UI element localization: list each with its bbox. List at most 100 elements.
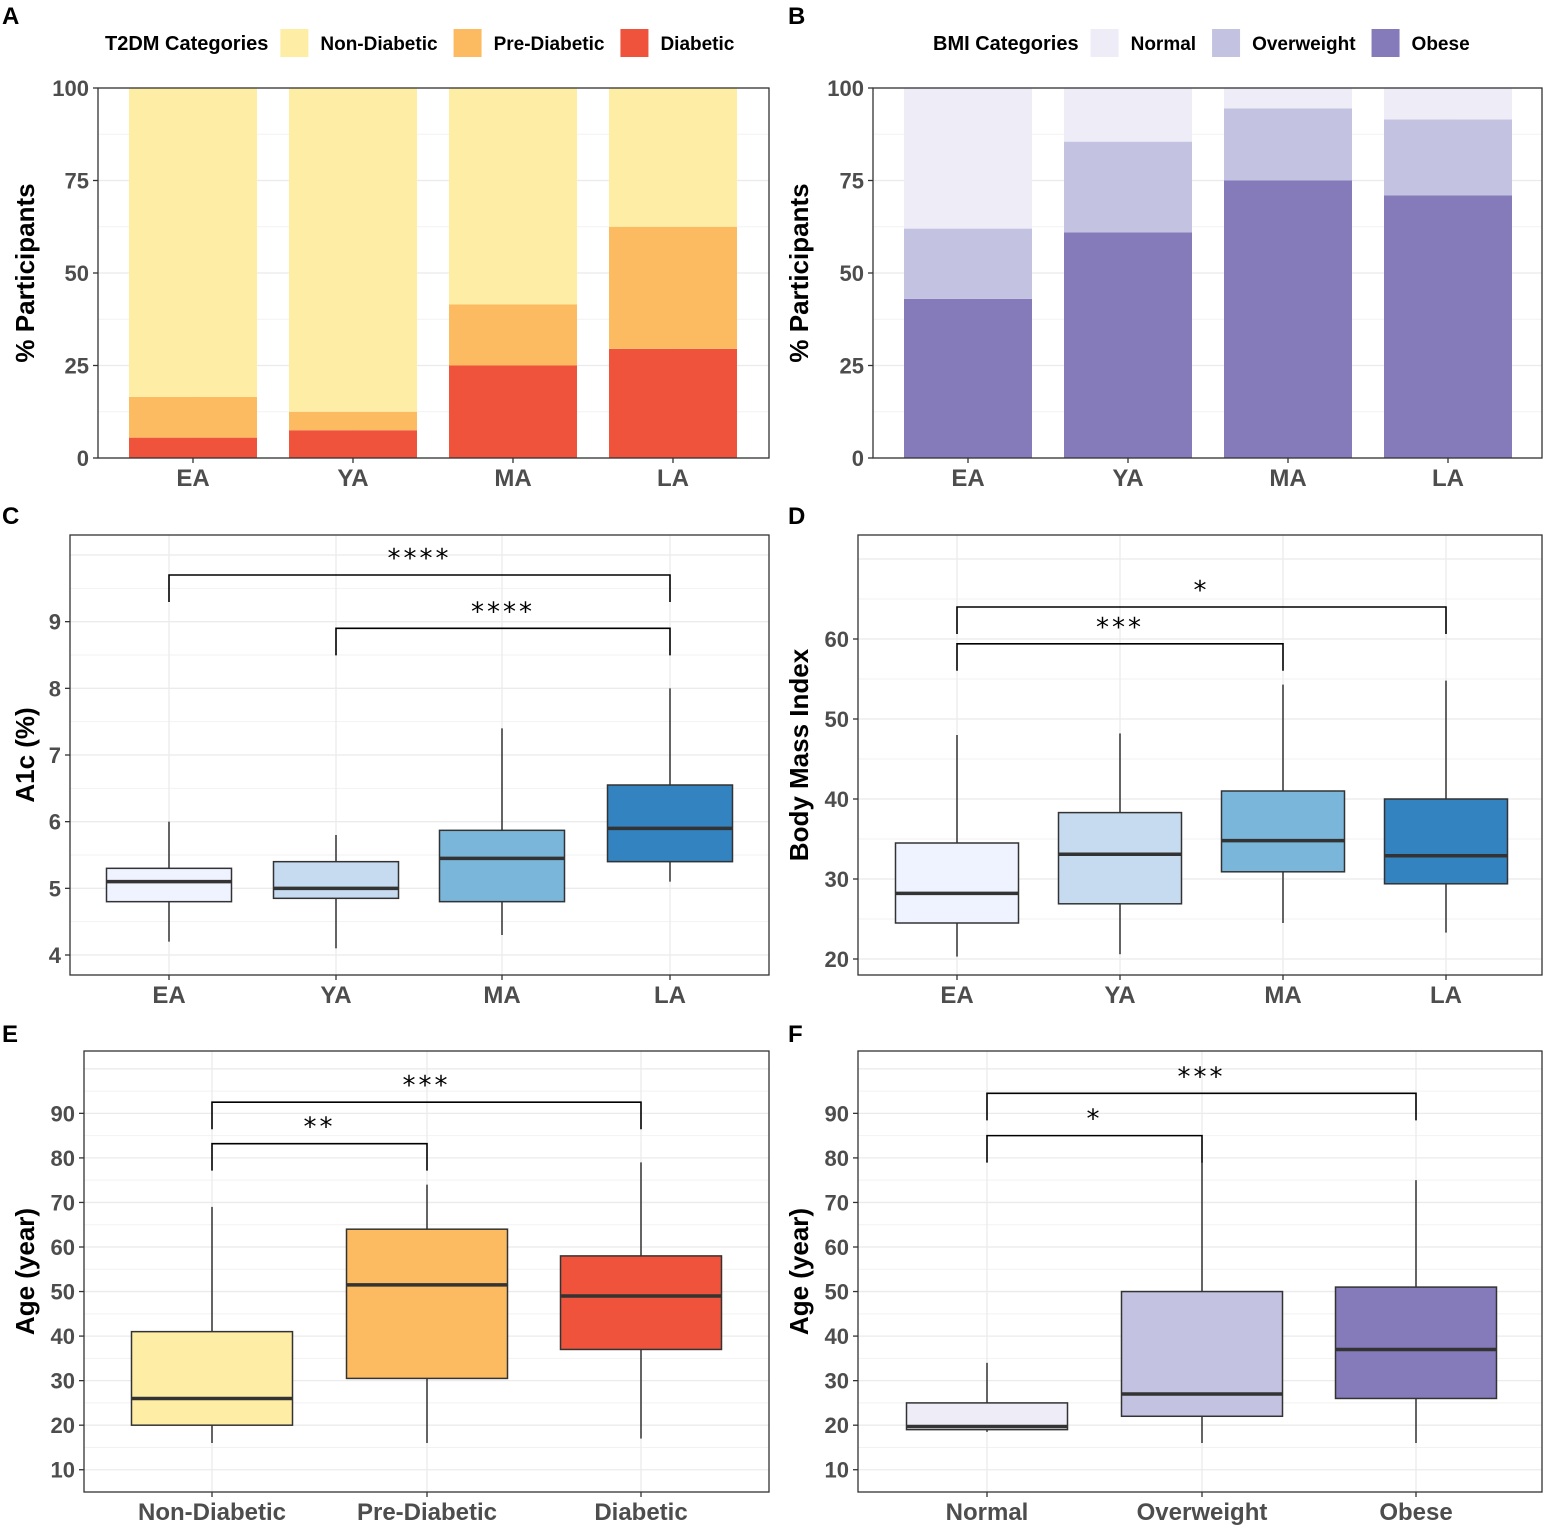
- legend-label-obese: Obese: [1412, 34, 1470, 55]
- box-obese: [1334, 1286, 1498, 1400]
- bar-ya-diabetic: [289, 430, 417, 458]
- significance-label: *: [1087, 1105, 1103, 1135]
- y-tick-label-100: 100: [827, 76, 864, 101]
- box-non-diabetic: [130, 1330, 294, 1426]
- legend-key-overweight: [1212, 29, 1241, 57]
- bar-ea-pre-diabetic: [129, 396, 257, 438]
- bar-ya-normal: [1064, 88, 1192, 142]
- box-ya: [272, 860, 400, 900]
- y-axis-title: Age (year): [784, 1208, 814, 1335]
- significance-bracket-ea-la: [956, 606, 1447, 634]
- significance-bracket-non-diabetic-diabetic: [211, 1101, 642, 1130]
- y-tick-label-20: 20: [51, 1413, 75, 1438]
- y-tick-label-60: 60: [825, 627, 849, 652]
- y-tick-label-20: 20: [825, 947, 849, 972]
- y-tick-label-50: 50: [825, 1280, 849, 1305]
- y-tick-label-50: 50: [825, 707, 849, 732]
- significance-bracket-normal-overweight: [986, 1134, 1203, 1163]
- plot-border: [857, 534, 1543, 976]
- y-tick-label-10: 10: [825, 1458, 849, 1483]
- y-tick-label-50: 50: [51, 1280, 75, 1305]
- significance-label: ****: [471, 597, 535, 627]
- y-tick-label-25: 25: [840, 354, 864, 379]
- bar-ea-overweight: [904, 228, 1032, 299]
- y-tick-label-60: 60: [825, 1235, 849, 1260]
- x-tick-label-obese: Obese: [1379, 1499, 1452, 1526]
- y-tick-label-30: 30: [825, 867, 849, 892]
- y-tick-label-40: 40: [51, 1324, 75, 1349]
- bar-ya-overweight: [1064, 141, 1192, 233]
- bar-la-overweight: [1384, 119, 1512, 196]
- box-la: [606, 784, 734, 863]
- x-tick-label-ma: MA: [1269, 465, 1306, 492]
- x-tick-label-ea: EA: [152, 982, 185, 1009]
- y-tick-label-90: 90: [825, 1101, 849, 1126]
- x-tick-label-ya: YA: [1104, 982, 1135, 1009]
- box-pre-diabetic: [345, 1228, 509, 1380]
- y-axis-title: % Participants: [784, 183, 814, 362]
- significance-bracket-ea-la: [168, 574, 671, 602]
- y-tick-label-75: 75: [840, 169, 864, 194]
- legend-key-normal: [1090, 29, 1119, 57]
- x-tick-label-ya: YA: [320, 982, 351, 1009]
- panel-letter-b: B: [788, 3, 805, 30]
- legend: T2DM Categories Non-Diabetic Pre-Diabetic D…: [105, 29, 735, 57]
- panel-letter-c: C: [2, 503, 19, 530]
- legend-label-non-diabetic: Non-Diabetic: [320, 34, 438, 55]
- significance-label: ***: [403, 1071, 451, 1101]
- y-tick-label-80: 80: [51, 1146, 75, 1171]
- panel-letter-d: D: [788, 503, 805, 530]
- legend-key-diabetic: [620, 29, 649, 57]
- box-ma: [1220, 790, 1346, 873]
- y-tick-label-90: 90: [51, 1101, 75, 1126]
- bar-ya-non-diabetic: [289, 88, 417, 412]
- bar-ma-obese: [1224, 180, 1352, 458]
- chart-b-bmi-stacked-bar: 0 25 50 75 100 EA YA MA LA % Participants BMI Cate…: [784, 29, 1543, 492]
- y-tick-label-7: 7: [49, 743, 61, 768]
- x-tick-label-ea: EA: [951, 465, 984, 492]
- y-tick-label-50: 50: [840, 261, 864, 286]
- bar-ma-normal: [1224, 88, 1352, 109]
- legend: BMI Categories Normal Overweight Obese: [933, 29, 1470, 57]
- y-tick-label-25: 25: [65, 354, 89, 379]
- y-axis-title: % Participants: [10, 183, 40, 362]
- bar-ma-overweight: [1224, 108, 1352, 181]
- x-tick-label-ya: YA: [1112, 465, 1143, 492]
- y-tick-label-75: 75: [65, 169, 89, 194]
- legend-label-overweight: Overweight: [1252, 34, 1356, 55]
- x-tick-label-non-diabetic: Non-Diabetic: [138, 1499, 286, 1526]
- significance-bracket-ya-la: [335, 627, 671, 656]
- legend-label-normal: Normal: [1131, 34, 1196, 55]
- bar-ea-diabetic: [129, 437, 257, 458]
- panel-letter-f: F: [788, 1021, 803, 1048]
- bar-ea-non-diabetic: [129, 88, 257, 397]
- y-tick-label-40: 40: [825, 1324, 849, 1349]
- x-tick-label-la: LA: [1432, 465, 1464, 492]
- y-tick-label-10: 10: [51, 1458, 75, 1483]
- y-tick-label-0: 0: [77, 446, 89, 471]
- y-tick-label-0: 0: [852, 446, 864, 471]
- x-tick-label-la: LA: [1430, 982, 1462, 1009]
- bar-la-non-diabetic: [609, 88, 737, 227]
- y-tick-label-30: 30: [51, 1369, 75, 1394]
- legend-label-pre-diabetic: Pre-Diabetic: [494, 34, 605, 55]
- legend-title: BMI Categories: [933, 33, 1079, 55]
- y-tick-label-50: 50: [65, 261, 89, 286]
- chart-e-age-by-t2dm-boxplot: 10 20 30 40 50 60 70 80 90 Non-Diabetic Pre-Diabet…: [10, 1050, 770, 1526]
- significance-bracket-normal-obese: [986, 1092, 1417, 1121]
- chart-c-a1c-boxplot: 4 5 6 7 8 9 EA YA MA LA A1c (%) **** ****: [10, 534, 770, 1009]
- x-tick-label-overweight: Overweight: [1137, 1499, 1268, 1526]
- legend-label-diabetic: Diabetic: [660, 34, 734, 55]
- x-tick-label-ea: EA: [940, 982, 973, 1009]
- x-tick-label-normal: Normal: [946, 1499, 1029, 1526]
- y-tick-label-60: 60: [51, 1235, 75, 1260]
- bar-ya-obese: [1064, 232, 1192, 458]
- y-tick-label-70: 70: [825, 1190, 849, 1215]
- panel-letter-e: E: [2, 1021, 18, 1048]
- x-tick-label-ma: MA: [494, 465, 531, 492]
- y-tick-label-80: 80: [825, 1146, 849, 1171]
- significance-bracket-ea-ma: [956, 642, 1284, 671]
- box-ya: [1057, 811, 1183, 905]
